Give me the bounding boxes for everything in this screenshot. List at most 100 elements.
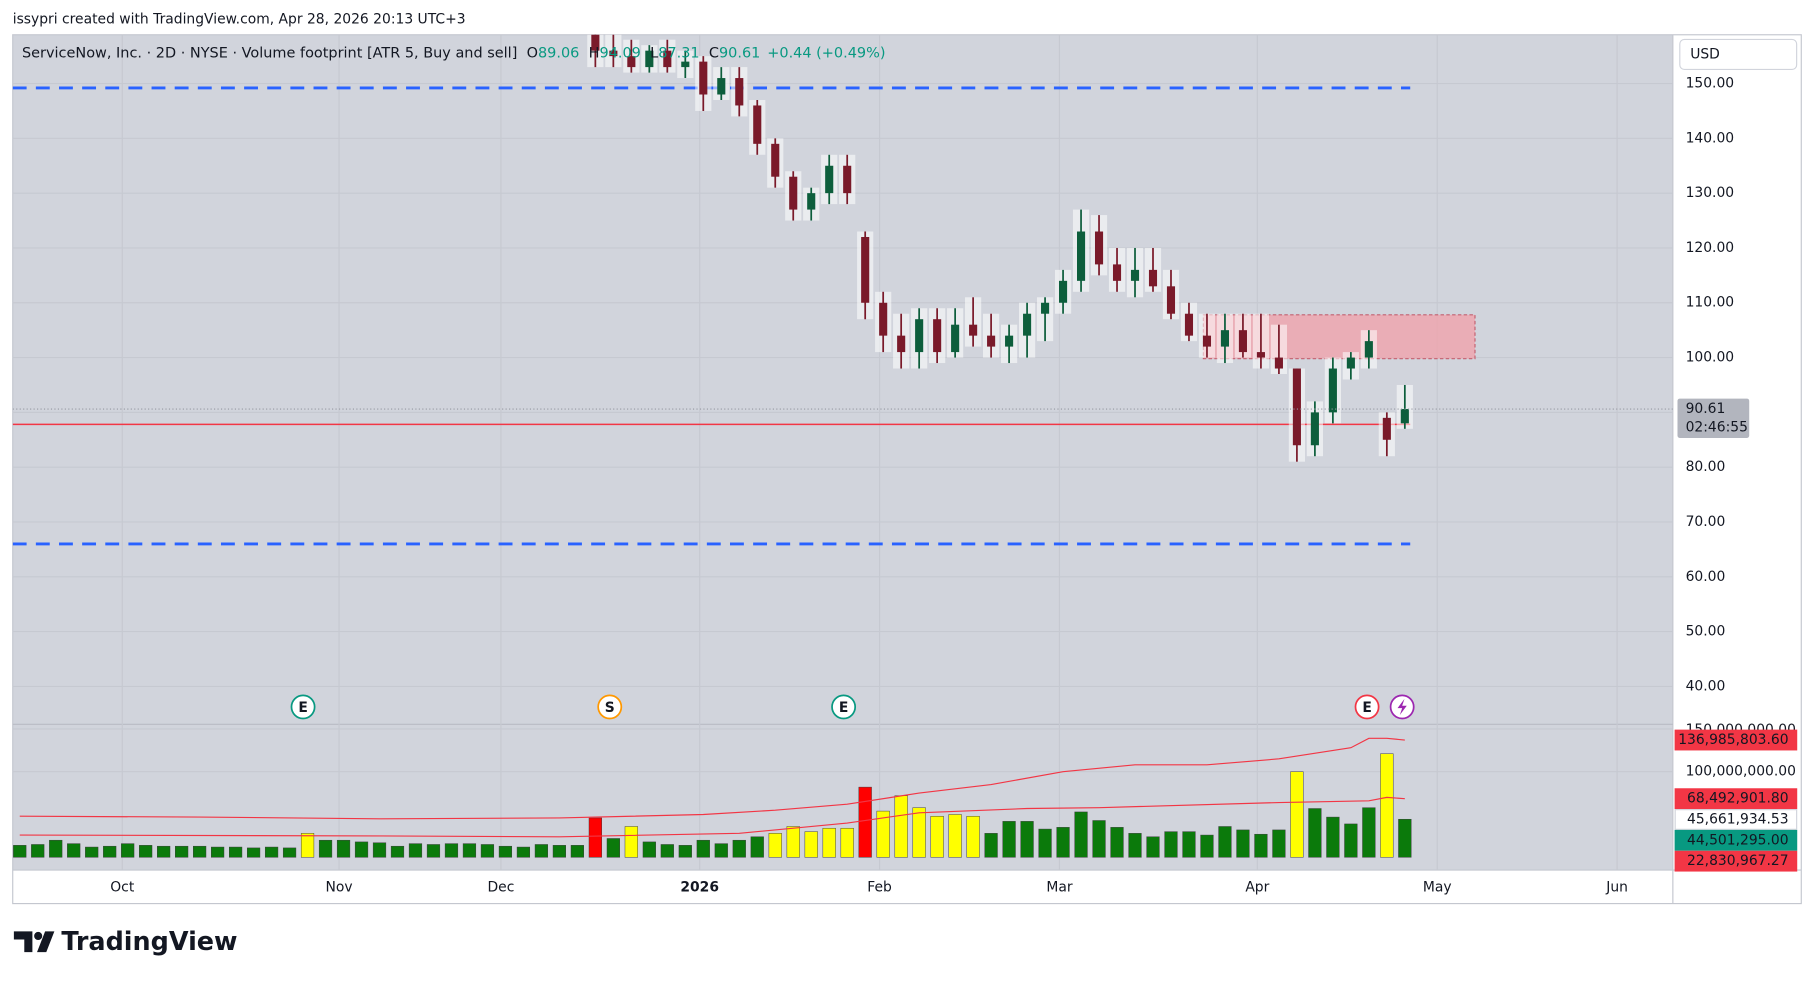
volume-bar	[318, 839, 333, 858]
y-tick-label: 110.00	[1686, 295, 1735, 311]
currency[interactable]: USD	[1690, 46, 1720, 62]
candle-body	[1112, 264, 1122, 281]
volume-bar	[372, 842, 387, 858]
legend-value: 87.31	[658, 45, 699, 61]
candle-body	[1184, 313, 1194, 336]
legend-title: ServiceNow, Inc. · 2D · NYSE · Volume fo…	[22, 45, 517, 61]
volume-bar	[1146, 836, 1160, 858]
volume-bar	[858, 786, 872, 858]
volume-bar	[175, 845, 189, 858]
value-badge-label: 68,492,901.80	[1687, 791, 1789, 807]
volume-bar	[1110, 827, 1124, 858]
volume-bar	[139, 845, 153, 858]
volume-bar	[229, 846, 243, 858]
legend-key: L	[650, 45, 658, 61]
volume-bar	[13, 845, 27, 858]
x-tick-label: Jun	[1605, 879, 1628, 895]
volume-bar	[786, 826, 800, 858]
volume-bar	[462, 843, 477, 858]
volume-bar	[211, 846, 225, 858]
volume-bar	[103, 845, 117, 858]
y-tick-label: 50.00	[1686, 624, 1726, 640]
x-tick-label: Apr	[1245, 879, 1269, 895]
volume-bar	[31, 844, 45, 858]
volume-bar	[480, 844, 495, 858]
candle-body	[1256, 352, 1265, 358]
volume-bar	[696, 839, 710, 858]
x-tick-label: Nov	[325, 879, 352, 895]
currency-box[interactable]	[1679, 38, 1798, 71]
value-badge-label: 22,830,967.27	[1687, 853, 1789, 869]
volume-bar	[498, 845, 513, 858]
x-tick-label: Dec	[487, 879, 514, 895]
volume-bar	[552, 845, 566, 858]
event-marker[interactable]	[597, 694, 623, 720]
candle-body	[1292, 368, 1301, 446]
candle-body	[1310, 412, 1319, 446]
volume-bar	[1218, 826, 1232, 858]
legend-key: H	[589, 45, 600, 61]
volume-bar	[948, 814, 962, 858]
candle-body	[1274, 357, 1283, 369]
candle-body	[699, 61, 708, 95]
header: issypri created with TradingView.com, Ap…	[13, 12, 466, 28]
volume-bar	[1092, 820, 1106, 858]
candle-body	[843, 165, 852, 194]
candle-body	[1023, 313, 1032, 336]
volume-bar	[157, 845, 171, 858]
volume-average-line	[19, 737, 1405, 820]
candle-body	[969, 324, 978, 336]
volume-bar	[966, 815, 980, 858]
candle-body	[1076, 231, 1086, 281]
volume-bar	[1128, 833, 1142, 858]
legend-key: C	[709, 45, 719, 61]
volume-bar	[1182, 831, 1196, 858]
legend-value: 90.61	[719, 45, 760, 61]
volume-bar	[85, 846, 99, 858]
volume-bar	[660, 844, 674, 858]
legend-value: 94.09	[600, 45, 641, 61]
volume-bar	[732, 839, 746, 858]
volume-bar	[1272, 829, 1286, 858]
volume-bar	[246, 847, 261, 858]
volume-bar	[300, 833, 315, 858]
volume-bar	[840, 827, 854, 858]
value-badge	[1674, 729, 1798, 751]
candle-body	[1005, 335, 1014, 347]
y-tick-label: 100.00	[1686, 350, 1735, 366]
event-label[interactable]: E	[839, 700, 848, 716]
candle-body	[897, 335, 906, 353]
y-tick-label: 40.00	[1686, 678, 1726, 694]
value-badge	[1674, 809, 1798, 830]
candle-body	[807, 193, 816, 210]
candle-body	[825, 165, 834, 194]
volume-bar	[1038, 828, 1052, 858]
event-marker[interactable]	[1354, 694, 1380, 720]
value-badge-label: 44,501,295.00	[1687, 832, 1789, 848]
volume-bar	[606, 838, 620, 858]
y-tick-label: 140.00	[1686, 130, 1735, 146]
event-label[interactable]: E	[1362, 700, 1371, 716]
y-tick-label: 120.00	[1686, 240, 1735, 256]
price-pane	[12, 34, 1673, 546]
x-tick-label: 2026	[680, 879, 719, 895]
candle-body	[663, 50, 672, 68]
legend: ServiceNow, Inc. · 2D · NYSE · Volume fo…	[22, 45, 885, 61]
candle-body	[789, 176, 798, 210]
y-tick-label: 70.00	[1686, 514, 1726, 530]
candle-body	[879, 302, 888, 336]
candle-body	[1166, 286, 1176, 314]
x-tick-label: May	[1423, 879, 1452, 895]
event-label[interactable]: E	[298, 700, 307, 716]
volume-bar	[193, 845, 207, 858]
candle-body	[609, 50, 618, 57]
event-marker[interactable]	[831, 694, 857, 720]
volume-bar	[1002, 821, 1016, 858]
event-label[interactable]: S	[605, 700, 615, 716]
event-marker[interactable]	[290, 694, 316, 720]
candle-body	[861, 236, 870, 303]
event-icon[interactable]	[1397, 698, 1407, 716]
volume-bar	[1362, 807, 1376, 858]
candle-body	[951, 324, 960, 353]
